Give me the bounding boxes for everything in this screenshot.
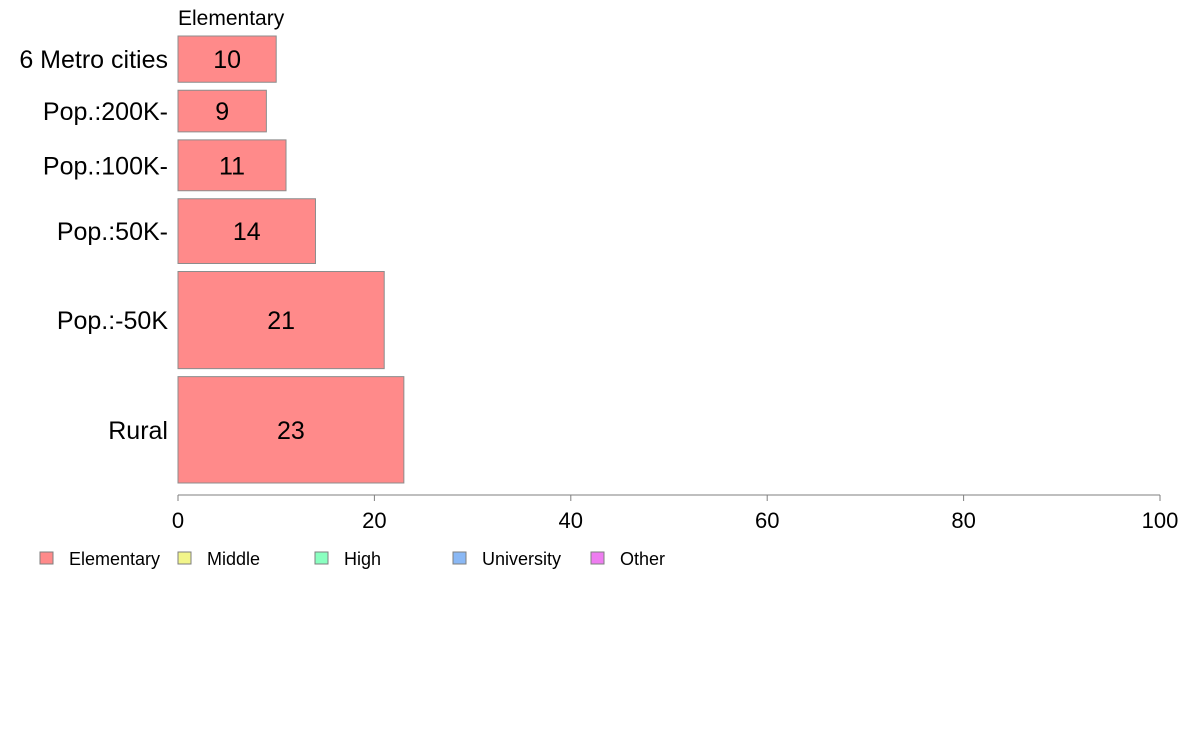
- legend-swatch: [590, 551, 605, 565]
- x-tick-label: 80: [951, 508, 975, 533]
- legend-swatch: [314, 551, 329, 565]
- bar: [177, 271, 385, 370]
- category-label: Rural: [108, 417, 168, 445]
- value-label: 21: [267, 307, 295, 335]
- legend-label: Elementary: [69, 549, 160, 569]
- bar: [177, 89, 267, 133]
- legend-swatch: [39, 551, 54, 565]
- legend: Elementary Middle High University Other: [39, 549, 665, 569]
- value-label: 10: [213, 46, 241, 74]
- category-label: Pop.:50K-: [57, 218, 168, 246]
- panel-title: Elementary: [178, 7, 285, 30]
- bar: [177, 198, 316, 264]
- value-label: 23: [277, 417, 305, 445]
- legend-label: Middle: [207, 549, 260, 569]
- value-label: 11: [219, 152, 245, 180]
- category-label: Pop.:100K-: [43, 152, 168, 180]
- legend-swatch: [452, 551, 467, 565]
- x-tick-label: 40: [559, 508, 583, 533]
- value-label: 9: [215, 98, 229, 126]
- category-labels: 6 Metro cities Pop.:200K- Pop.:100K- Pop.:5…: [19, 46, 168, 445]
- x-axis: 0 20 40 60 80 100: [172, 494, 1179, 533]
- bar: [177, 35, 277, 83]
- value-labels: 10 9 11 14 21 23: [213, 46, 305, 445]
- bars-group: [177, 35, 405, 484]
- x-tick-label: 60: [755, 508, 779, 533]
- value-label: 14: [233, 218, 261, 246]
- category-label: Pop.:-50K: [57, 307, 169, 335]
- bar: [177, 376, 405, 484]
- legend-label: High: [344, 549, 381, 569]
- category-label: 6 Metro cities: [19, 46, 168, 74]
- legend-label: University: [482, 549, 561, 569]
- bar: [177, 139, 287, 192]
- legend-swatch: [177, 551, 192, 565]
- x-tick-label: 20: [362, 508, 386, 533]
- x-tick-label: 100: [1142, 508, 1179, 533]
- legend-label: Other: [620, 549, 665, 569]
- x-tick-label: 0: [172, 508, 184, 533]
- category-label: Pop.:200K-: [43, 98, 168, 126]
